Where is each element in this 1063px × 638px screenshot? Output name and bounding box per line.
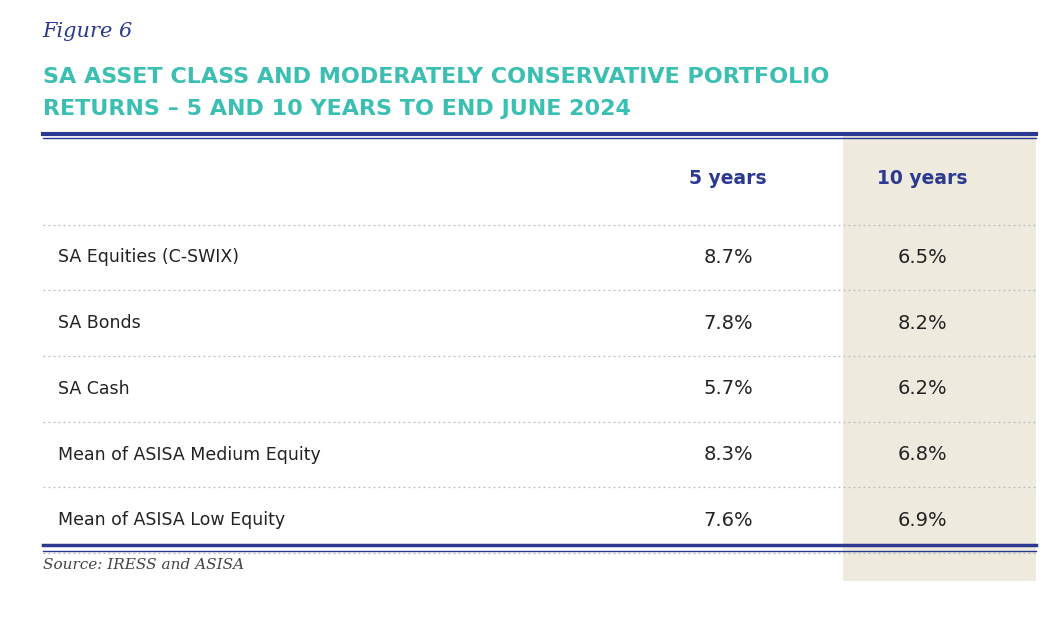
Text: Mean of ASISA Medium Equity: Mean of ASISA Medium Equity xyxy=(58,445,321,464)
Text: Figure 6: Figure 6 xyxy=(43,22,133,41)
Text: SA ASSET CLASS AND MODERATELY CONSERVATIVE PORTFOLIO: SA ASSET CLASS AND MODERATELY CONSERVATI… xyxy=(43,67,829,87)
Text: SA Bonds: SA Bonds xyxy=(58,314,141,332)
Text: 8.2%: 8.2% xyxy=(898,314,947,332)
Text: Mean of ASISA Low Equity: Mean of ASISA Low Equity xyxy=(58,511,286,530)
Text: 6.9%: 6.9% xyxy=(898,511,947,530)
Text: 5 years: 5 years xyxy=(689,169,767,188)
Text: 5.7%: 5.7% xyxy=(704,380,753,398)
Text: 6.8%: 6.8% xyxy=(898,445,947,464)
Text: RETURNS – 5 AND 10 YEARS TO END JUNE 2024: RETURNS – 5 AND 10 YEARS TO END JUNE 202… xyxy=(43,99,630,119)
Text: Source: IRESS and ASISA: Source: IRESS and ASISA xyxy=(43,558,243,572)
Text: 8.3%: 8.3% xyxy=(704,445,753,464)
Text: 6.2%: 6.2% xyxy=(898,380,947,398)
Text: 8.7%: 8.7% xyxy=(704,248,753,267)
Text: SA Equities (C-SWIX): SA Equities (C-SWIX) xyxy=(58,248,239,267)
Text: SA Cash: SA Cash xyxy=(58,380,130,398)
Text: 10 years: 10 years xyxy=(877,169,968,188)
Text: 7.8%: 7.8% xyxy=(704,314,753,332)
Text: 6.5%: 6.5% xyxy=(898,248,947,267)
Text: 7.6%: 7.6% xyxy=(704,511,753,530)
